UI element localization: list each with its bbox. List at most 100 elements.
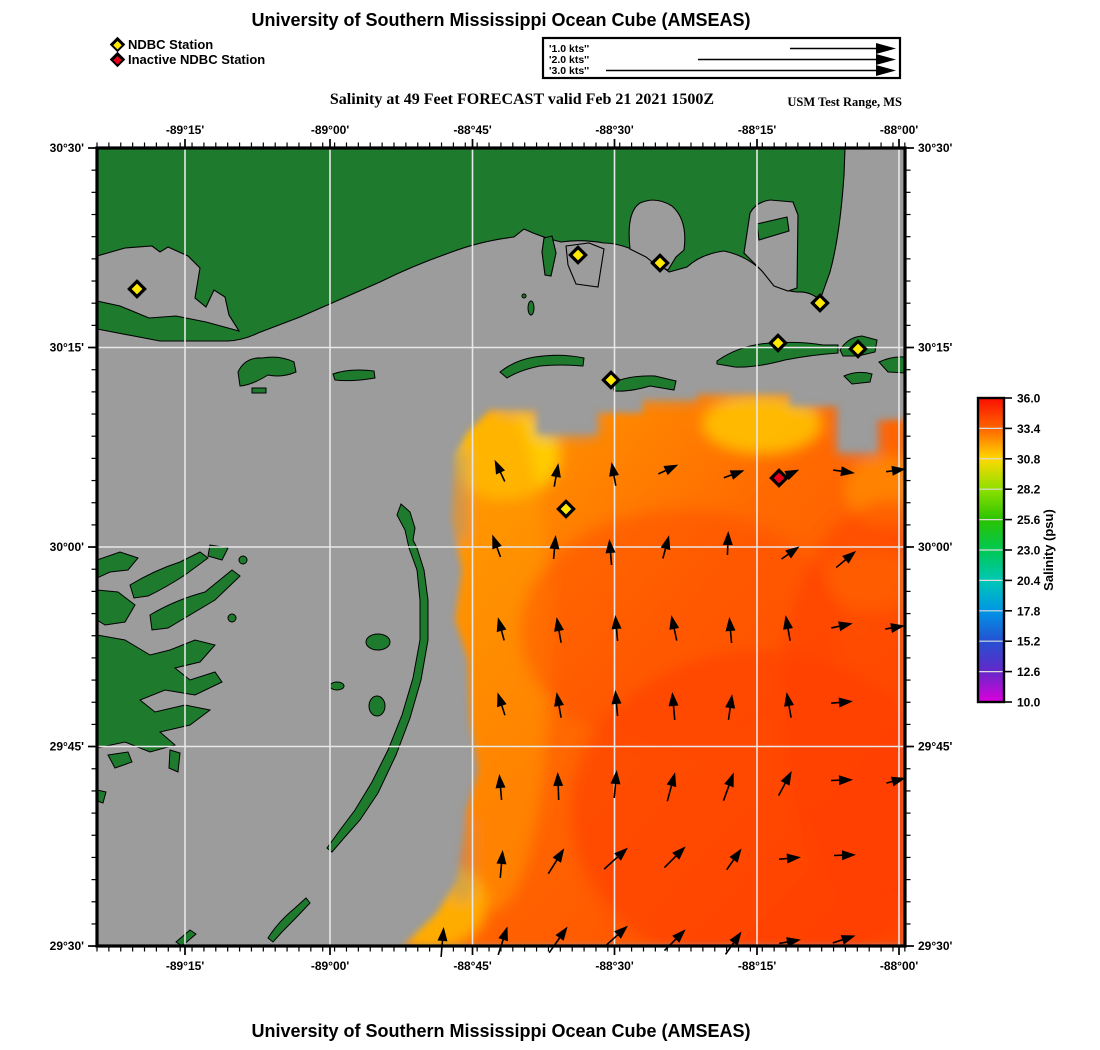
x-axis-label-bottom: -89°15': [166, 959, 204, 973]
vector-scale-legend: '1.0 kts'' '2.0 kts'' '3.0 kts'': [541, 36, 902, 80]
x-axis-label-bottom: -88°45': [453, 959, 491, 973]
current-vector-arrow: [779, 937, 801, 947]
x-axis-label-top: -88°00': [880, 123, 918, 137]
current-vector-arrow: [725, 617, 736, 644]
colorbar-tick-label: 28.2: [1017, 483, 1041, 497]
vector-scale-arrowhead: [876, 65, 896, 76]
colorbar-tick-label: 36.0: [1017, 392, 1041, 406]
y-axis-label-left: 29°30': [50, 939, 84, 953]
current-vector-arrow: [609, 462, 619, 486]
x-axis-label-top: -88°30': [595, 123, 633, 137]
current-vector-arrow: [666, 772, 677, 802]
current-vector-arrow: [549, 535, 560, 560]
current-vector-arrow: [724, 931, 742, 955]
x-axis-label-top: -89°00': [311, 123, 349, 137]
station-legend: NDBC Station Inactive NDBC Station: [109, 36, 265, 67]
current-vector-arrow: [554, 617, 564, 643]
colorbar-frame: [976, 396, 1006, 704]
petit-bois-south-bit: [843, 371, 873, 385]
colorbar-tick-label: 17.8: [1017, 604, 1041, 618]
vector-scale-arrowhead: [876, 54, 896, 65]
chandeleur-islet: [368, 695, 386, 717]
current-vector-arrow: [781, 546, 800, 560]
current-vector-arrow: [725, 694, 736, 720]
mainland-coast: [97, 148, 846, 342]
current-vector-arrow: [497, 692, 507, 716]
current-vector-arrow: [833, 850, 856, 861]
y-axis-label-right: 29°45': [918, 740, 952, 754]
barrier-islands: [237, 293, 905, 394]
island-strip-b: [332, 369, 376, 382]
vector-scale-label-3kt: '3.0 kts'': [549, 65, 589, 77]
current-vector-arrow: [831, 621, 853, 632]
marsh-blob: [149, 569, 241, 631]
current-vector-arrow: [611, 690, 622, 717]
ndbc-station-marker: [127, 279, 147, 299]
chandeleur-islet: [329, 681, 345, 691]
island-west-group: [237, 356, 297, 387]
vector-scale-arrowhead: [876, 43, 896, 54]
y-axis-label-right: 29°30': [918, 939, 952, 953]
colorbar-tick-label: 30.8: [1017, 452, 1041, 466]
current-vector-arrow: [722, 772, 734, 801]
current-vector-arrow: [663, 846, 686, 869]
current-vector-arrow: [726, 848, 742, 871]
colorbar-tick-label: 20.4: [1017, 574, 1041, 588]
x-axis-label-bottom: -89°00': [311, 959, 349, 973]
marsh-blob: [107, 751, 133, 769]
current-vector-arrow: [492, 534, 502, 558]
current-vector-arrow: [783, 615, 793, 641]
colorbar-title: Salinity (psu): [1041, 509, 1056, 591]
current-vector-arrow: [830, 697, 853, 708]
y-axis-label-left: 29°45': [50, 740, 84, 754]
colorbar-tick-label: 33.4: [1017, 422, 1041, 436]
marsh-blob: [168, 749, 181, 773]
small-islet: [527, 300, 535, 316]
current-vector-arrow: [777, 770, 792, 797]
forecast-subtitle: Salinity at 49 Feet FORECAST valid Feb 2…: [329, 91, 715, 108]
current-vector-arrow: [603, 847, 628, 870]
marsh-dot: [227, 613, 237, 623]
current-vector-arrow: [547, 848, 565, 875]
grand-gosier-strip: [267, 897, 311, 943]
x-axis-label-bottom: -88°00': [880, 959, 918, 973]
current-vector-arrow: [722, 531, 733, 556]
legend-label-ndbc: NDBC Station: [128, 36, 214, 52]
region-label: USM Test Range, MS: [787, 95, 902, 109]
ship-island: [499, 354, 585, 379]
marsh-blob: [97, 551, 139, 579]
legend-item-inactive-ndbc-station: Inactive NDBC Station: [109, 51, 265, 67]
legend-item-ndbc-station: NDBC Station: [109, 36, 265, 52]
current-vector-arrow: [832, 935, 856, 945]
marsh-dot: [238, 555, 248, 565]
current-vector-arrow: [553, 772, 564, 801]
colorbar-tick-label: 12.6: [1017, 665, 1041, 679]
map-canvas: [97, 148, 905, 946]
current-vector-arrow: [496, 617, 507, 641]
current-vector-arrow: [495, 774, 506, 801]
small-islet-dot: [521, 293, 527, 299]
current-vector-arrow: [497, 926, 508, 956]
y-axis-label-right: 30°30': [918, 141, 952, 155]
vector-scale-box: [541, 36, 902, 80]
pearl-river-point: [541, 235, 557, 277]
colorbar-tick-label: 10.0: [1017, 696, 1041, 710]
vector-scale-label-2kt: '2.0 kts'': [549, 54, 589, 66]
current-vector-arrow: [886, 776, 906, 787]
y-axis-label-left: 30°00': [50, 540, 84, 554]
island-west-bit: [251, 387, 267, 394]
axis-ticks: [88, 139, 914, 955]
current-vector-arrow: [496, 850, 507, 878]
current-vector-arrow: [784, 692, 794, 718]
current-vector-arrow: [835, 550, 857, 569]
current-vector-arrow: [551, 463, 561, 487]
current-vector-arrow: [833, 466, 855, 477]
current-vector-arrow: [885, 623, 905, 633]
current-vector-arrow: [657, 464, 679, 476]
current-vector-arrow: [548, 926, 568, 954]
current-vector-arrow: [886, 465, 906, 476]
colorbar: 36.0 33.4 30.8 28.2 25.6 23.0 20.4 17.8 15.2 12.6…: [976, 392, 1056, 710]
footer-title: University of Southern Mississippi Ocean…: [251, 1021, 751, 1041]
